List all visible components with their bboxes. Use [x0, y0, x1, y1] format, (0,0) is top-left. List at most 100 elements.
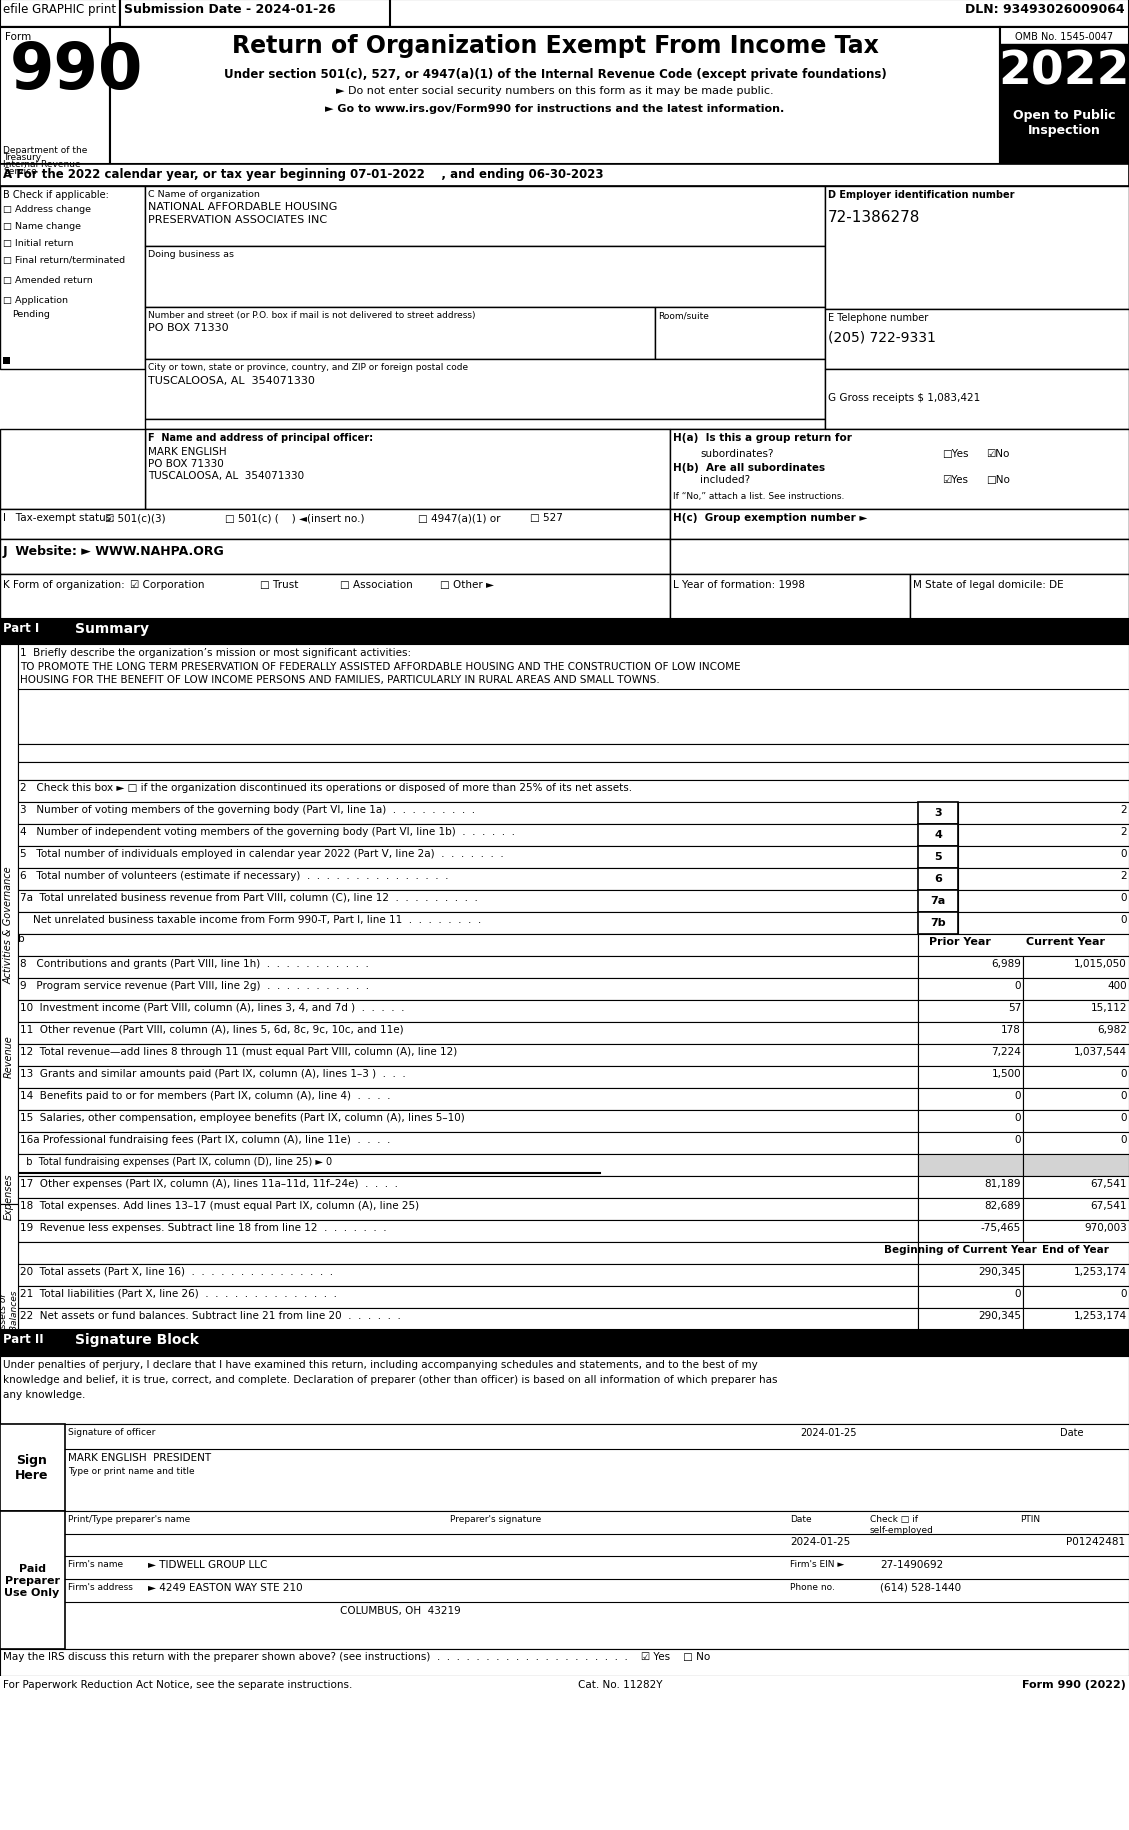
Text: TO PROMOTE THE LONG TERM PRESERVATION OF FEDERALLY ASSISTED AFFORDABLE HOUSING A: TO PROMOTE THE LONG TERM PRESERVATION OF… [20, 662, 741, 672]
Bar [18, 763, 1129, 781]
Bar [0, 430, 145, 511]
Bar [18, 1133, 918, 1155]
Text: □Yes: □Yes [942, 448, 969, 459]
Bar [18, 847, 918, 869]
Text: 0: 0 [1120, 1288, 1127, 1297]
Bar [959, 825, 1129, 847]
Text: Room/suite: Room/suite [658, 311, 709, 320]
Text: Service: Service [3, 167, 37, 176]
Text: H(a)  Is this a group return for: H(a) Is this a group return for [673, 432, 852, 443]
Text: 6: 6 [934, 873, 942, 884]
Text: 22  Net assets or fund balances. Subtract line 21 from line 20  .  .  .  .  .  .: 22 Net assets or fund balances. Subtract… [20, 1310, 401, 1319]
Text: efile GRAPHIC print: efile GRAPHIC print [3, 4, 116, 16]
Bar [18, 781, 1129, 803]
Bar [918, 869, 959, 891]
Text: 0: 0 [1120, 893, 1127, 902]
Bar [0, 644, 18, 1204]
Text: 178: 178 [1001, 1025, 1021, 1034]
Bar [1023, 1111, 1129, 1133]
Text: Number and street (or P.O. box if mail is not delivered to street address): Number and street (or P.O. box if mail i… [148, 311, 475, 320]
Bar [1000, 104, 1129, 165]
Text: □ Address change: □ Address change [3, 205, 91, 214]
Text: PO BOX 71330: PO BOX 71330 [148, 459, 224, 468]
Text: □No: □No [986, 474, 1009, 485]
Bar [18, 1067, 918, 1089]
Text: 290,345: 290,345 [978, 1310, 1021, 1319]
Bar [959, 891, 1129, 913]
Bar [825, 309, 1129, 370]
Text: □ 527: □ 527 [530, 512, 563, 523]
Bar [0, 0, 120, 27]
Text: K Form of organization:: K Form of organization: [3, 580, 124, 589]
Bar [959, 803, 1129, 825]
Text: 0: 0 [1015, 1135, 1021, 1144]
Text: 4   Number of independent voting members of the governing body (Part VI, line 1b: 4 Number of independent voting members o… [20, 827, 515, 836]
Text: Doing business as: Doing business as [148, 251, 234, 258]
Bar [918, 1265, 1023, 1286]
Text: COLUMBUS, OH  43219: COLUMBUS, OH 43219 [340, 1605, 461, 1616]
Bar [918, 1243, 1129, 1265]
Text: 67,541: 67,541 [1091, 1200, 1127, 1210]
Text: 72-1386278: 72-1386278 [828, 210, 920, 225]
Bar [145, 419, 825, 430]
Text: Type or print name and title: Type or print name and title [68, 1466, 194, 1475]
Text: A For the 2022 calendar year, or tax year beginning 07-01-2022    , and ending 0: A For the 2022 calendar year, or tax yea… [3, 168, 604, 181]
Bar [18, 1243, 918, 1265]
Bar [669, 575, 910, 620]
Bar [918, 935, 1129, 957]
Bar [120, 0, 390, 27]
Text: 11  Other revenue (Part VIII, column (A), lines 5, 6d, 8c, 9c, 10c, and 11e): 11 Other revenue (Part VIII, column (A),… [20, 1025, 404, 1034]
Bar [0, 187, 145, 370]
Bar [918, 957, 1023, 979]
Bar [18, 1045, 918, 1067]
Text: Date: Date [790, 1513, 812, 1523]
Bar [918, 1199, 1023, 1221]
Text: 2: 2 [1120, 805, 1127, 814]
Bar [910, 575, 1129, 620]
Text: 4: 4 [934, 829, 942, 840]
Text: P01242481: P01242481 [1066, 1535, 1124, 1546]
Bar [0, 1330, 1129, 1356]
Text: D Employer identification number: D Employer identification number [828, 190, 1015, 199]
Text: Form 990 (2022): Form 990 (2022) [1022, 1680, 1126, 1689]
Bar [145, 247, 825, 307]
Bar [145, 361, 825, 419]
Text: Cat. No. 11282Y: Cat. No. 11282Y [578, 1680, 663, 1689]
Text: Check □ if: Check □ if [870, 1513, 918, 1523]
Text: 6,982: 6,982 [1097, 1025, 1127, 1034]
Text: 12  Total revenue—add lines 8 through 11 (must equal Part VIII, column (A), line: 12 Total revenue—add lines 8 through 11 … [20, 1047, 457, 1056]
Text: b  Total fundraising expenses (Part IX, column (D), line 25) ► 0: b Total fundraising expenses (Part IX, c… [20, 1157, 332, 1166]
Text: 6,989: 6,989 [991, 959, 1021, 968]
Bar [918, 1111, 1023, 1133]
Text: B Check if applicable:: B Check if applicable: [3, 190, 108, 199]
Text: Signature of officer: Signature of officer [68, 1427, 156, 1437]
Bar [655, 307, 825, 361]
Bar [0, 27, 110, 165]
Text: If “No,” attach a list. See instructions.: If “No,” attach a list. See instructions… [673, 492, 844, 501]
Text: 3   Number of voting members of the governing body (Part VI, line 1a)  .  .  .  : 3 Number of voting members of the govern… [20, 805, 475, 814]
Bar [18, 957, 918, 979]
Text: 7,224: 7,224 [991, 1047, 1021, 1056]
Text: Under section 501(c), 527, or 4947(a)(1) of the Internal Revenue Code (except pr: Under section 501(c), 527, or 4947(a)(1)… [224, 68, 886, 81]
Text: □ Association: □ Association [340, 580, 413, 589]
Bar [918, 1286, 1023, 1308]
Text: 2024-01-25: 2024-01-25 [790, 1535, 850, 1546]
Text: ☑ Corporation: ☑ Corporation [130, 580, 204, 589]
Bar [18, 1155, 918, 1177]
Text: 2024-01-25: 2024-01-25 [800, 1427, 857, 1437]
Text: DLN: 93493026009064: DLN: 93493026009064 [965, 4, 1124, 16]
Bar [145, 307, 655, 361]
Text: 21  Total liabilities (Part X, line 26)  .  .  .  .  .  .  .  .  .  .  .  .  .  : 21 Total liabilities (Part X, line 26) .… [20, 1288, 336, 1297]
Text: 0: 0 [1120, 1135, 1127, 1144]
Text: TUSCALOOSA, AL  354071330: TUSCALOOSA, AL 354071330 [148, 375, 315, 386]
Text: Sign
Here: Sign Here [16, 1453, 49, 1480]
Text: 3: 3 [934, 807, 942, 818]
Text: 990: 990 [10, 40, 143, 102]
Bar [1023, 1067, 1129, 1089]
Bar [0, 540, 669, 575]
Bar [18, 1177, 918, 1199]
Bar [918, 1089, 1023, 1111]
Text: subordinates?: subordinates? [700, 448, 773, 459]
Bar [0, 1676, 1129, 1709]
Text: ► Go to www.irs.gov/Form990 for instructions and the latest information.: ► Go to www.irs.gov/Form990 for instruct… [325, 104, 785, 113]
